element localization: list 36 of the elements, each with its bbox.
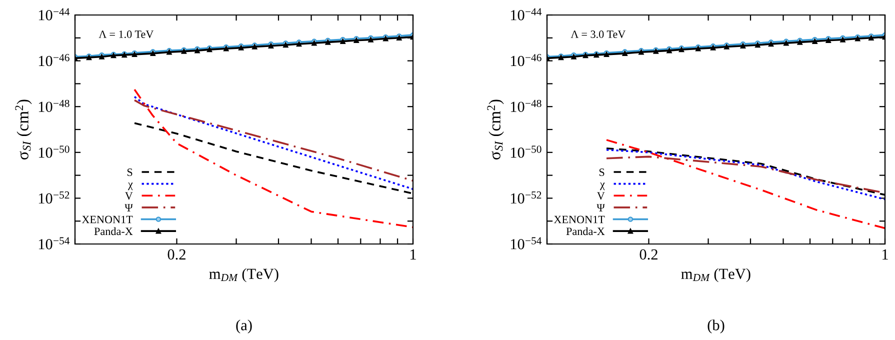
y-tick-label: 10$^{−44}$ bbox=[510, 8, 542, 20]
annotation: Λ = 3.0 TeV bbox=[570, 30, 626, 38]
y-tick-label: 10$^{−52}$ bbox=[38, 191, 70, 204]
y-tick-label: 10$^{−52}$ bbox=[510, 191, 542, 204]
legend-label: XENON1T bbox=[554, 216, 605, 224]
y-tick-label: 10$^{−54}$ bbox=[510, 237, 542, 250]
legend-label: Panda-X bbox=[566, 227, 605, 236]
legend-label: Ψ bbox=[596, 204, 605, 212]
legend-label: V bbox=[596, 192, 605, 200]
y-tick-label: 10$^{−48}$ bbox=[38, 100, 70, 112]
legend-label: XENON1T bbox=[82, 216, 133, 224]
text: (a) bbox=[236, 320, 252, 334]
x-tick-label: 0.2 bbox=[640, 249, 658, 260]
y-axis-title: σ$_{SI}$ (cm$^{2}$) bbox=[487, 100, 504, 160]
legend-label: Panda-X bbox=[94, 227, 133, 236]
legend-label: S bbox=[127, 168, 132, 176]
text: (b) bbox=[708, 320, 724, 334]
legend-label: V bbox=[124, 192, 133, 200]
y-tick-label: 10$^{−54}$ bbox=[38, 237, 70, 250]
x-axis-title: m$_{DM}$ (TeV) bbox=[681, 268, 750, 282]
legend-label: Ψ bbox=[124, 204, 133, 212]
annotation: Λ = 1.0 TeV bbox=[98, 30, 154, 38]
y-tick-label: 10$^{−50}$ bbox=[510, 146, 542, 158]
y-axis-title: σ$_{SI}$ (cm$^{2}$) bbox=[15, 100, 32, 160]
x-tick-label: 1 bbox=[410, 249, 416, 260]
y-tick-label: 10$^{−46}$ bbox=[38, 54, 70, 66]
legend-label: χ bbox=[600, 182, 605, 190]
x-tick-label: 1 bbox=[882, 249, 888, 260]
legend-label: S bbox=[599, 168, 604, 176]
y-tick-label: 10$^{−46}$ bbox=[510, 54, 542, 66]
y-tick-label: 10$^{−44}$ bbox=[38, 8, 70, 20]
x-axis-title: m$_{DM}$ (TeV) bbox=[209, 268, 278, 282]
legend-label: χ bbox=[128, 182, 133, 190]
y-tick-label: 10$^{−50}$ bbox=[38, 146, 70, 158]
y-tick-label: 10$^{−48}$ bbox=[510, 100, 542, 112]
x-tick-label: 0.2 bbox=[168, 249, 186, 260]
